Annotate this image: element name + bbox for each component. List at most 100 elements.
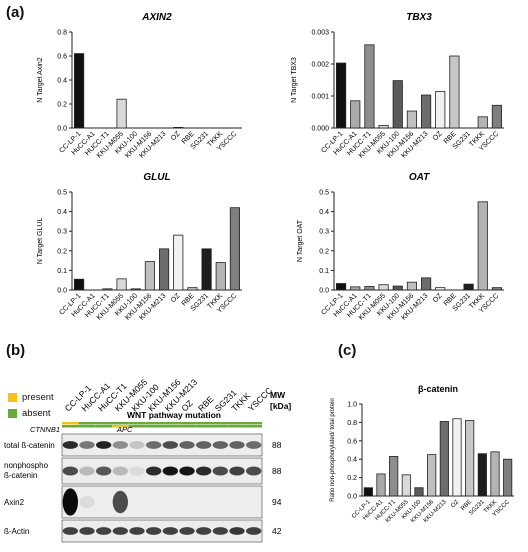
y-axis-label: N Target GLUL [37, 218, 44, 265]
mutation-cell-ctnnb1 [95, 422, 112, 425]
y-tick-label: 1.0 [347, 402, 357, 409]
chart-title: β-catenin [418, 384, 458, 394]
y-tick-label: 0.003 [311, 30, 329, 37]
wnt-pathway-label: WNT pathway mutation [127, 410, 221, 420]
blot-band [79, 441, 95, 449]
mutation-cell-ctnnb1 [212, 422, 229, 425]
bar-kku-m055 [116, 278, 127, 291]
blot-band [229, 441, 245, 449]
y-tick-label: 0.1 [319, 268, 329, 275]
chart-title: AXIN2 [141, 12, 172, 23]
y-tick-label: 0.1 [57, 268, 67, 275]
blot-mw-value: 42 [272, 526, 282, 536]
y-axis-label: N Target TBX3 [291, 57, 298, 103]
blot-band [112, 527, 128, 535]
blot-graphic: CC-LP-1HuCC-A1HuCC-T1KKU-M055KKU-100KKU-… [4, 377, 291, 543]
mutation-cell-apc [195, 425, 212, 428]
bar-kku-m213 [421, 94, 432, 129]
bar-tkkk [215, 262, 226, 291]
blot-band [96, 441, 112, 449]
blot-band [79, 466, 95, 476]
blot-band [246, 441, 262, 449]
mutation-cell-apc [128, 425, 146, 428]
blot-mw-value: 88 [272, 440, 282, 450]
bar-kku-m213 [421, 277, 432, 291]
blot-band [96, 466, 112, 476]
y-tick-label: 0.8 [347, 420, 357, 427]
mutation-cell-ctnnb1 [245, 422, 262, 425]
bar-tkkk [477, 201, 488, 291]
blot-band [112, 490, 128, 514]
legend-absent-swatch [8, 409, 17, 418]
bar-cc-lp-1 [336, 62, 347, 129]
legend-absent: absent [8, 408, 51, 419]
blot-band [62, 527, 78, 535]
mutation-cell-apc [145, 425, 162, 428]
bar-ysccc [491, 104, 502, 129]
bar-sg231 [463, 283, 474, 291]
bar-kku-100 [392, 80, 403, 129]
bar-hucc-a1 [376, 473, 386, 497]
bar-hucc-t1 [389, 456, 399, 497]
blot-band [162, 441, 178, 449]
y-tick-label: 0.4 [319, 209, 329, 216]
bar-kku-m156 [144, 261, 155, 291]
blot-strip [61, 457, 263, 485]
blot-mw-value: 94 [272, 497, 282, 507]
bar-kku-100 [414, 487, 424, 497]
mutation-cell-apc [245, 425, 262, 428]
bar-oz [173, 127, 184, 129]
bar-rbe [465, 420, 475, 497]
bar-rbe [187, 287, 198, 291]
mutation-cell-apc [212, 425, 229, 428]
y-tick-label: 0.3 [57, 229, 67, 236]
bar-oz [435, 287, 446, 291]
mutation-cell-ctnnb1 [78, 422, 96, 425]
blot-band [212, 441, 228, 449]
y-tick-label: 0.5 [319, 190, 329, 197]
apc-label: APC [116, 425, 133, 434]
blot-band [129, 527, 145, 535]
blot-band [96, 527, 112, 535]
mutation-cell-ctnnb1 [145, 422, 162, 425]
bar-cc-lp-1 [74, 53, 85, 129]
y-tick-label: 0.000 [311, 126, 329, 133]
blot-band [179, 466, 195, 476]
mw-header: MW [270, 390, 286, 400]
bar-hucc-a1 [350, 100, 361, 129]
bar-kku-m055 [378, 284, 389, 291]
blot-band [79, 496, 95, 508]
y-tick-label: 0.001 [311, 94, 329, 101]
blot-band [179, 527, 195, 535]
blot-band [162, 527, 178, 535]
bar-oz [452, 418, 462, 497]
mutation-cell-apc [62, 425, 79, 428]
bar-kku-m213 [159, 248, 170, 291]
mw-unit: [kDa] [270, 401, 291, 411]
bar-rbe [449, 55, 460, 129]
legend-present-swatch [8, 393, 17, 402]
blot-band [62, 488, 78, 516]
y-tick-label: 0.6 [57, 54, 67, 61]
x-tick-label: OZ [450, 499, 460, 509]
mutation-cell-ctnnb1 [228, 422, 246, 425]
blot-mw-value: 88 [272, 466, 282, 476]
blot-band [112, 441, 128, 449]
y-tick-label: 0.0 [57, 288, 67, 295]
bar-sg231 [201, 248, 212, 291]
blot-band [196, 466, 212, 476]
bar-oz [435, 91, 446, 129]
blot-strip [61, 519, 263, 543]
blot-row-label: ß-Actin [4, 527, 29, 536]
bar-kku-100 [130, 288, 141, 291]
bar-ysccc [229, 207, 240, 291]
bar-kku-m055 [401, 474, 411, 497]
y-tick-label: 0.2 [57, 248, 67, 255]
bar-kku-m156 [427, 454, 437, 497]
y-axis-label: N Target OAT [297, 219, 304, 262]
y-tick-label: 0.2 [319, 248, 329, 255]
blot-row-label: nonphospho [4, 461, 49, 470]
y-tick-label: 0.2 [57, 102, 67, 109]
